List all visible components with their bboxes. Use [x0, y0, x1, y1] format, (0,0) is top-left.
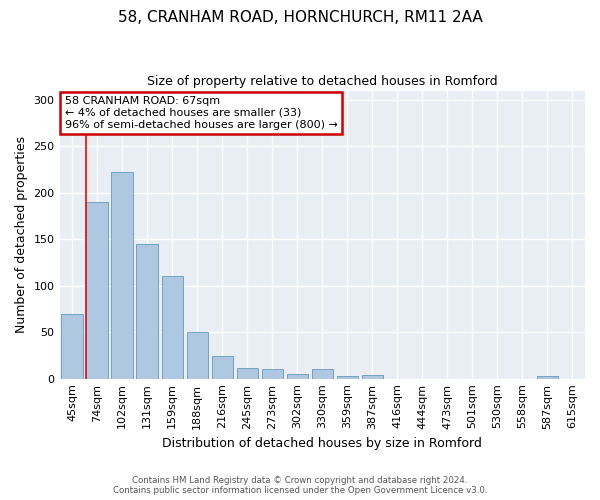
Bar	[262, 370, 283, 378]
Bar	[337, 376, 358, 378]
Bar	[287, 374, 308, 378]
Text: Contains HM Land Registry data © Crown copyright and database right 2024.
Contai: Contains HM Land Registry data © Crown c…	[113, 476, 487, 495]
Bar	[212, 356, 233, 378]
Bar	[161, 276, 183, 378]
Y-axis label: Number of detached properties: Number of detached properties	[15, 136, 28, 333]
Bar	[311, 370, 333, 378]
Bar	[537, 376, 558, 378]
Title: Size of property relative to detached houses in Romford: Size of property relative to detached ho…	[147, 75, 497, 88]
Bar	[136, 244, 158, 378]
Text: 58 CRANHAM ROAD: 67sqm
← 4% of detached houses are smaller (33)
96% of semi-deta: 58 CRANHAM ROAD: 67sqm ← 4% of detached …	[65, 96, 338, 130]
Bar	[86, 202, 108, 378]
Bar	[362, 375, 383, 378]
Bar	[61, 314, 83, 378]
Text: 58, CRANHAM ROAD, HORNCHURCH, RM11 2AA: 58, CRANHAM ROAD, HORNCHURCH, RM11 2AA	[118, 10, 482, 25]
X-axis label: Distribution of detached houses by size in Romford: Distribution of detached houses by size …	[163, 437, 482, 450]
Bar	[112, 172, 133, 378]
Bar	[187, 332, 208, 378]
Bar	[236, 368, 258, 378]
